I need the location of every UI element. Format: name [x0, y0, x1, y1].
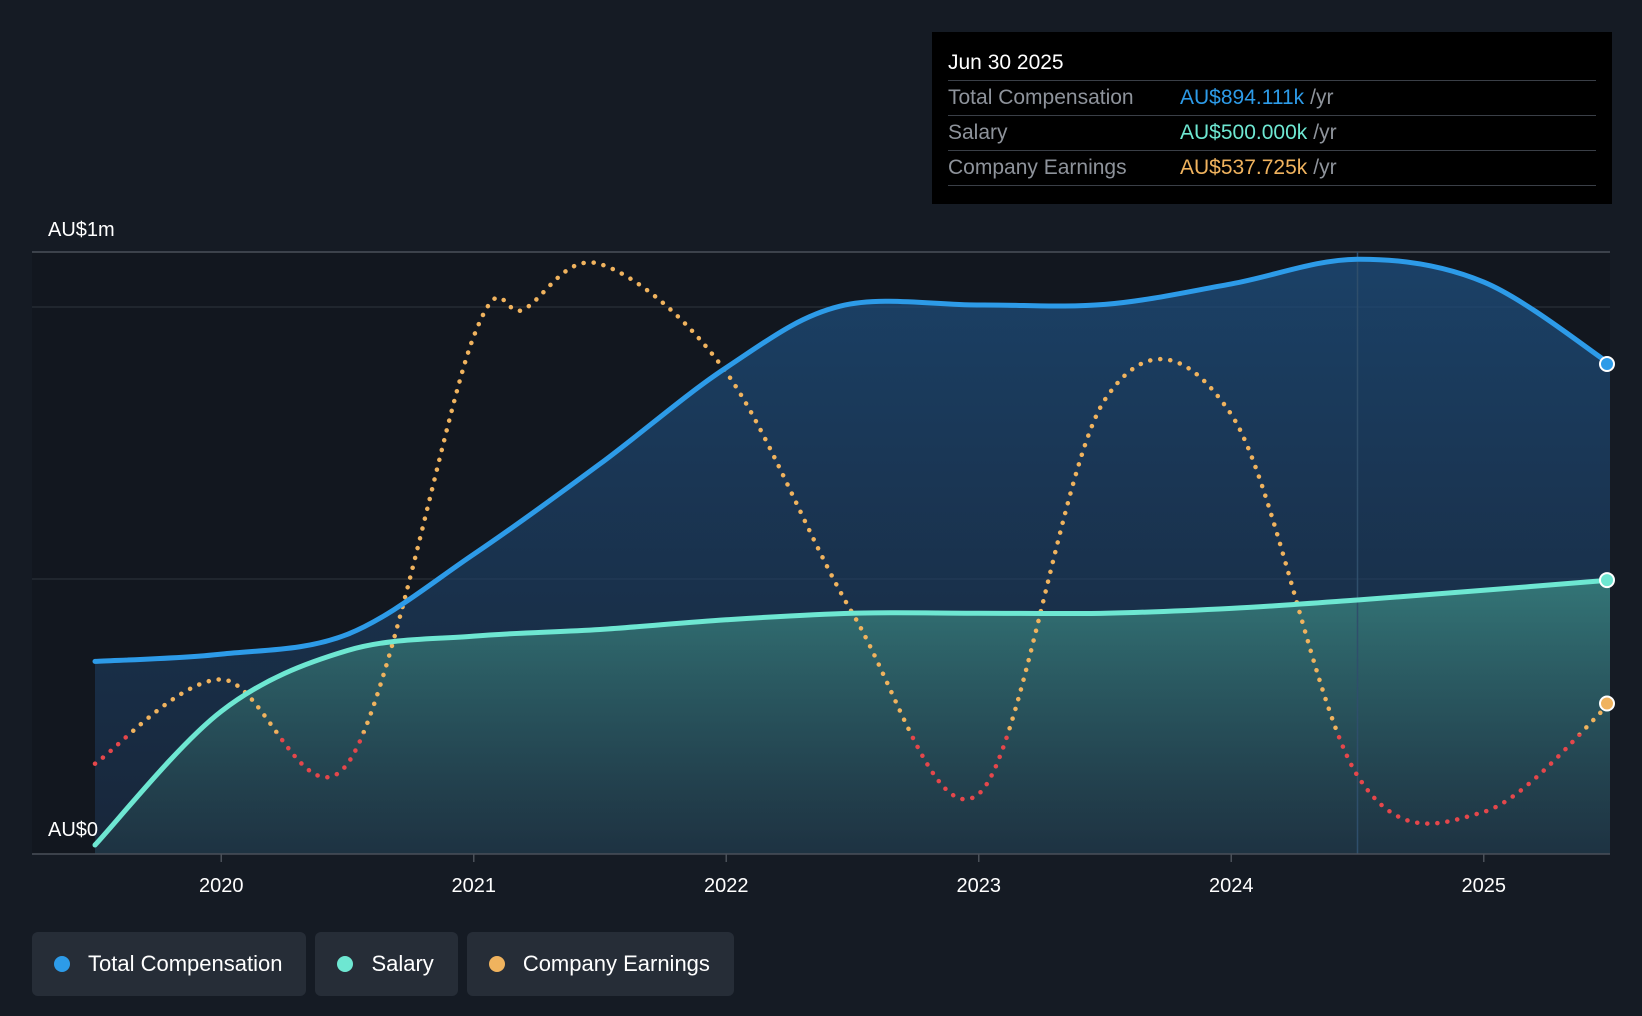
- x-axis-ticks: 2020 2021 2022 2023 2024 2025: [199, 854, 1506, 897]
- legend-label: Salary: [371, 951, 434, 976]
- tooltip-row-salary: Salary AU$500.000k /yr: [948, 116, 1596, 151]
- end-marker-salary: [1599, 572, 1615, 589]
- end-marker-total-compensation: [1599, 355, 1615, 372]
- tooltip-row-total-compensation: Total Compensation AU$894.111k /yr: [948, 81, 1596, 116]
- tooltip-label: Salary: [948, 121, 1008, 144]
- x-tick-label: 2023: [957, 875, 1002, 897]
- legend-item-company-earnings[interactable]: Company Earnings: [466, 932, 734, 996]
- tooltip-row-company-earnings: Company Earnings AU$537.725k /yr: [948, 151, 1596, 186]
- legend-dot-icon: [337, 956, 354, 972]
- end-marker-company-earnings: [1599, 695, 1615, 712]
- legend-item-total-compensation[interactable]: Total Compensation: [32, 932, 307, 996]
- legend-item-salary[interactable]: Salary: [315, 932, 458, 996]
- tooltip-value: AU$500.000k: [1180, 121, 1308, 144]
- x-tick-label: 2024: [1209, 875, 1254, 897]
- tooltip-unit: /yr: [1313, 156, 1337, 179]
- legend-dot-icon: [54, 956, 70, 972]
- tooltip-unit: /yr: [1313, 121, 1337, 144]
- tooltip-label: Company Earnings: [948, 156, 1127, 179]
- tooltip-value: AU$894.111k: [1180, 86, 1305, 109]
- legend-label: Company Earnings: [522, 951, 710, 976]
- tooltip: Jun 30 2025 Total Compensation AU$894.11…: [932, 32, 1612, 204]
- company-earnings-line-high: [126, 260, 1610, 734]
- legend-label: Total Compensation: [88, 951, 283, 976]
- tooltip-date: Jun 30 2025: [948, 46, 1596, 81]
- salary-line: [92, 577, 1610, 848]
- end-markers: [1599, 355, 1615, 712]
- x-tick-label: 2025: [1462, 875, 1507, 897]
- salary-area: [95, 580, 1610, 854]
- y-tick-label-top: AU$1m: [48, 219, 115, 241]
- x-tick-label: 2022: [704, 875, 749, 897]
- x-tick-label: 2021: [452, 875, 497, 897]
- legend-dot-icon: [488, 956, 505, 972]
- legend: Total Compensation Salary Company Earnin…: [32, 932, 734, 996]
- tooltip-value: AU$537.725k: [1180, 156, 1308, 179]
- y-tick-label-bottom: AU$0: [48, 819, 98, 841]
- tooltip-label: Total Compensation: [948, 86, 1134, 109]
- x-tick-label: 2020: [199, 875, 244, 897]
- total-compensation-line: [92, 256, 1610, 664]
- company-earnings-lines: [92, 260, 1610, 826]
- tooltip-unit: /yr: [1310, 86, 1334, 109]
